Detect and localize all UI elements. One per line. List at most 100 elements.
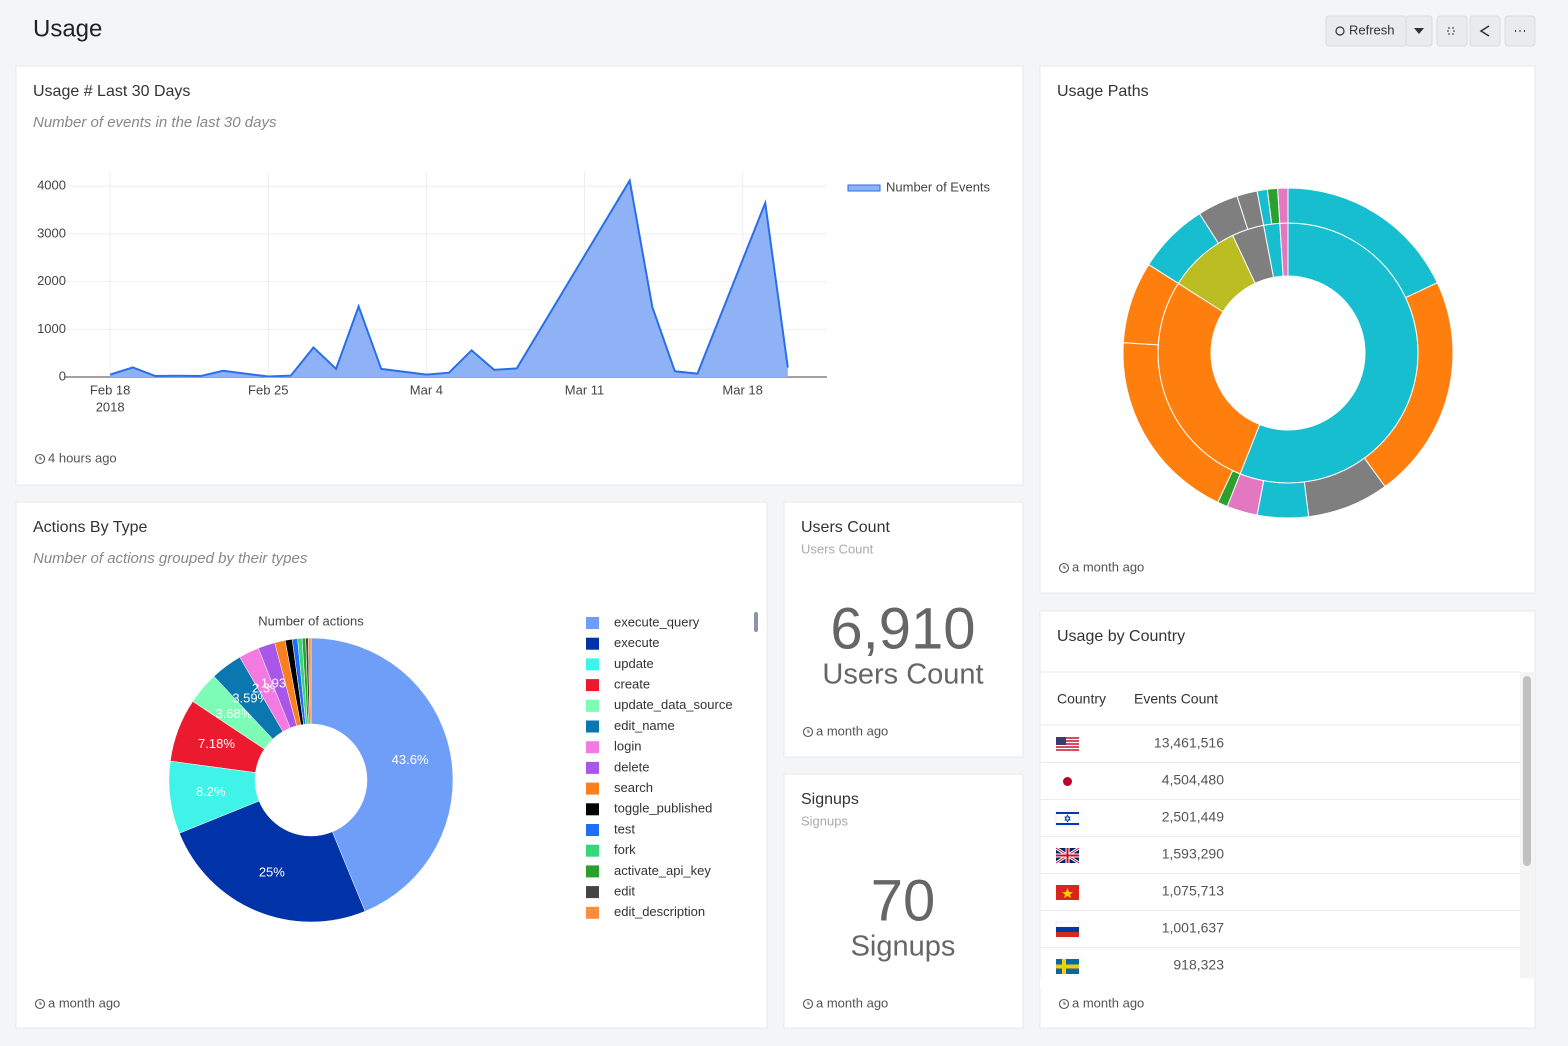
legend-label: test	[614, 821, 635, 836]
flag-gb	[1055, 846, 1080, 865]
x-tick-label: Mar 18	[722, 382, 762, 397]
clock-icon	[1058, 998, 1070, 1010]
refresh-label: Refresh	[1349, 22, 1395, 37]
legend-scrollbar	[754, 612, 758, 632]
table-cell: 2,501,449	[1162, 809, 1224, 825]
flag-se	[1056, 959, 1079, 974]
widget-title: Usage Paths	[1057, 83, 1149, 100]
pie-label: 7.18%	[198, 736, 235, 751]
y-tick-label: 4000	[37, 178, 66, 193]
widget-card	[783, 501, 1024, 758]
widget-card	[1039, 610, 1536, 1029]
legend-swatch	[586, 844, 599, 857]
legend-label: edit_name	[614, 718, 675, 733]
widget-title: Usage # Last 30 Days	[33, 83, 190, 100]
legend-swatch	[586, 658, 599, 671]
pie-label: 43.6%	[392, 752, 429, 767]
legend-label: edit_description	[614, 904, 705, 919]
widget-title: Users Count	[801, 519, 890, 536]
table-mask	[1040, 978, 1520, 988]
x-year-label: 2018	[96, 399, 125, 414]
pie-slice	[308, 637, 312, 725]
legend-swatch	[586, 679, 599, 692]
widget-subtitle: Signups	[801, 813, 848, 828]
table-cell: 1,075,713	[1162, 883, 1224, 899]
table-cell: 4,504,480	[1162, 772, 1224, 788]
clock-hand	[807, 729, 810, 733]
legend-label: update	[614, 656, 654, 671]
legend-label: activate_api_key	[614, 863, 711, 878]
legend-swatch	[847, 184, 881, 192]
legend-swatch	[586, 865, 599, 878]
widget-subtitle: Users Count	[801, 541, 874, 556]
widget-title: Actions By Type	[33, 519, 148, 536]
clock-hand	[39, 1001, 42, 1005]
widget-footer[interactable]: 4 hours ago	[48, 450, 117, 465]
clock-hand	[807, 1001, 810, 1005]
counter-label: Signups	[851, 931, 956, 963]
legend-swatch	[586, 699, 599, 712]
widget-title: Signups	[801, 791, 859, 808]
share-icon	[1479, 25, 1490, 37]
clock-icon	[802, 998, 814, 1010]
y-tick-label: 1000	[37, 321, 66, 336]
clock-icon	[802, 726, 814, 738]
scrollbar[interactable]	[1523, 676, 1531, 866]
x-tick-label: Feb 18	[90, 382, 130, 397]
legend-swatch	[586, 741, 599, 754]
flag-il	[1055, 810, 1080, 827]
y-tick-label: 0	[59, 368, 66, 383]
widget-footer[interactable]: a month ago	[48, 995, 120, 1010]
table-cell: 918,323	[1173, 957, 1224, 973]
sunburst-segment	[1277, 187, 1289, 224]
sunburst-segment	[1256, 480, 1310, 519]
widget-footer[interactable]: a month ago	[1072, 559, 1144, 574]
legend-swatch	[586, 782, 599, 795]
clock-icon	[1058, 562, 1070, 574]
legend-swatch	[586, 906, 599, 919]
legend-label: execute	[614, 635, 660, 650]
legend-label: fork	[614, 842, 636, 857]
widget-footer[interactable]: a month ago	[1072, 995, 1144, 1010]
counter-label: Users Count	[822, 659, 983, 691]
clock-hand	[39, 456, 42, 460]
table-header[interactable]: Events Count	[1134, 691, 1218, 707]
widget-footer[interactable]: a month ago	[816, 723, 888, 738]
legend-label: login	[614, 739, 641, 754]
widget-title: Usage by Country	[1057, 628, 1185, 645]
y-tick-label: 3000	[37, 225, 66, 240]
clock-hand	[1063, 1001, 1066, 1005]
legend-label: Number of Events	[886, 179, 991, 194]
table-cell: 1,001,637	[1162, 920, 1224, 936]
refresh-icon	[1335, 26, 1345, 36]
legend-swatch	[586, 803, 599, 816]
chart-title: Number of actions	[258, 613, 364, 628]
legend-swatch	[586, 761, 599, 774]
toolbar: Refresh	[1325, 15, 1536, 47]
table-cell: 13,461,516	[1154, 735, 1224, 751]
fullscreen-button[interactable]	[1436, 15, 1468, 47]
legend-label: create	[614, 677, 650, 692]
table-header[interactable]: Country	[1057, 691, 1106, 707]
y-tick-label: 2000	[37, 273, 66, 288]
legend-swatch	[586, 617, 599, 629]
flag-jp	[1056, 774, 1079, 789]
counter-value: 70	[871, 868, 936, 933]
legend-label: delete	[614, 759, 649, 774]
share-button[interactable]	[1469, 15, 1501, 47]
legend-label: edit	[614, 884, 635, 899]
legend-swatch	[586, 637, 599, 650]
legend-label: toggle_published	[614, 801, 712, 816]
widget-footer[interactable]: a month ago	[816, 995, 888, 1010]
counter-value: 6,910	[830, 596, 975, 661]
widget-subtitle: Number of events in the last 30 days	[33, 114, 277, 131]
legend-label: search	[614, 780, 653, 795]
legend-swatch	[586, 824, 599, 836]
legend-label: execute_query	[614, 614, 700, 629]
legend-swatch	[586, 886, 599, 899]
legend-swatch	[586, 720, 599, 733]
caret-icon	[1414, 28, 1424, 34]
area	[110, 180, 788, 377]
table-cell: 1,593,290	[1162, 846, 1224, 862]
